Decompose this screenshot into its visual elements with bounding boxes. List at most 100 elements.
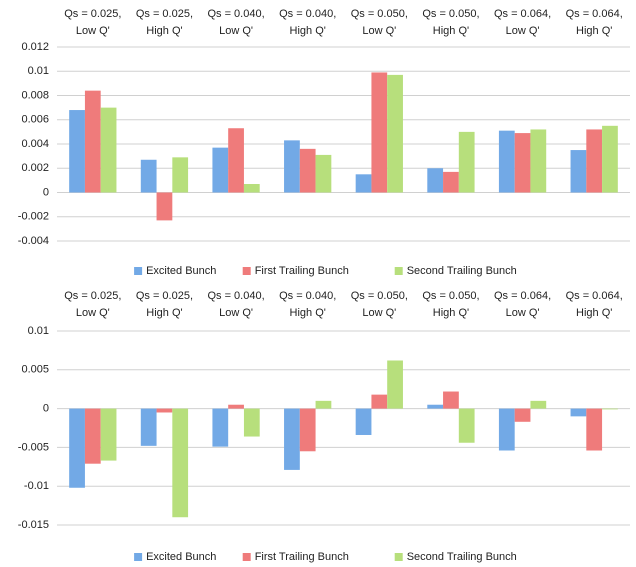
bar	[100, 408, 117, 461]
bar	[156, 408, 173, 413]
legend-label: Second Trailing Bunch	[407, 551, 517, 563]
y-tick-label: 0.01	[28, 65, 49, 77]
legend-swatch	[394, 553, 403, 561]
legend-label: First Trailing Bunch	[255, 551, 349, 563]
x-category-label: Low Q'	[76, 25, 110, 37]
x-category-label: Qs = 0.050,	[351, 290, 408, 302]
bar	[427, 404, 444, 409]
bar	[284, 140, 300, 193]
bar	[498, 408, 515, 451]
y-tick-label: -0.002	[18, 211, 49, 223]
y-tick-label: 0.004	[21, 138, 49, 150]
bar	[140, 159, 157, 193]
x-category-label: High Q'	[146, 307, 182, 319]
x-category-label: Qs = 0.025,	[64, 8, 121, 20]
y-tick-label: 0.01	[28, 325, 49, 337]
bar	[84, 90, 101, 193]
legend-swatch	[394, 267, 403, 275]
bar	[299, 408, 316, 452]
x-category-label: Qs = 0.025,	[136, 290, 193, 302]
y-tick-label: -0.005	[18, 441, 49, 453]
bar	[586, 408, 603, 451]
x-category-label: Qs = 0.040,	[207, 8, 264, 20]
x-category-label: Qs = 0.050,	[422, 8, 479, 20]
x-category-label: High Q'	[290, 25, 326, 37]
bar	[602, 125, 618, 193]
bar	[156, 192, 173, 221]
bar	[443, 391, 459, 409]
bar	[69, 408, 85, 488]
legend-swatch	[134, 553, 143, 561]
bar	[458, 408, 475, 443]
bar	[371, 72, 388, 193]
bar	[299, 148, 316, 193]
legend-label: First Trailing Bunch	[255, 265, 349, 277]
bar	[228, 128, 244, 193]
bar	[530, 129, 547, 193]
x-category-label: Qs = 0.040,	[279, 290, 336, 302]
x-category-label: Qs = 0.040,	[279, 8, 336, 20]
bar	[228, 404, 244, 409]
bar	[355, 174, 372, 193]
x-category-label: High Q'	[576, 307, 612, 319]
bar	[243, 408, 260, 437]
bar	[586, 129, 603, 193]
x-category-label: Low Q'	[506, 25, 540, 37]
x-category-label: Low Q'	[76, 307, 110, 319]
y-tick-label: -0.01	[24, 480, 49, 492]
x-category-label: Qs = 0.040,	[207, 290, 264, 302]
x-category-label: High Q'	[290, 307, 326, 319]
x-category-label: High Q'	[576, 25, 612, 37]
bar	[458, 131, 475, 193]
x-category-label: Qs = 0.025,	[64, 290, 121, 302]
x-category-label: Low Q'	[506, 307, 540, 319]
bar	[371, 394, 388, 409]
bar	[140, 408, 157, 446]
bar	[100, 107, 117, 193]
bar	[284, 408, 300, 470]
bar	[172, 157, 189, 193]
bar	[172, 408, 189, 518]
x-category-label: High Q'	[433, 25, 469, 37]
y-tick-label: -0.004	[18, 235, 49, 247]
x-category-label: Qs = 0.064,	[566, 290, 623, 302]
bar	[212, 147, 229, 193]
bar	[602, 408, 618, 410]
legend-label: Excited Bunch	[146, 265, 216, 277]
bar	[570, 150, 587, 193]
x-category-label: High Q'	[146, 25, 182, 37]
y-tick-label: 0	[43, 403, 49, 415]
bar	[530, 400, 547, 409]
x-category-label: Qs = 0.064,	[494, 8, 551, 20]
bar	[514, 408, 531, 422]
x-category-label: Low Q'	[219, 25, 253, 37]
bar	[570, 408, 587, 417]
bar	[243, 184, 260, 193]
x-category-label: High Q'	[433, 307, 469, 319]
bar	[69, 110, 85, 193]
legend-label: Second Trailing Bunch	[407, 265, 517, 277]
bar	[212, 408, 229, 447]
y-tick-label: 0.012	[21, 41, 49, 53]
y-tick-label: 0.002	[21, 162, 49, 174]
x-category-label: Qs = 0.050,	[351, 8, 408, 20]
x-category-label: Qs = 0.025,	[136, 8, 193, 20]
x-category-label: Low Q'	[362, 25, 396, 37]
x-category-label: Qs = 0.064,	[494, 290, 551, 302]
legend-swatch	[242, 553, 251, 561]
bar	[315, 154, 332, 193]
bar	[84, 408, 101, 464]
x-category-label: Low Q'	[362, 307, 396, 319]
legend-swatch	[242, 267, 251, 275]
x-category-label: Qs = 0.064,	[566, 8, 623, 20]
bar	[355, 408, 372, 435]
legend-label: Excited Bunch	[146, 551, 216, 563]
bar	[443, 171, 459, 193]
bar	[315, 400, 332, 409]
x-category-label: Low Q'	[219, 307, 253, 319]
legend-swatch	[134, 267, 143, 275]
bar	[514, 133, 531, 193]
y-tick-label: 0.005	[21, 364, 49, 376]
bar	[387, 74, 403, 193]
